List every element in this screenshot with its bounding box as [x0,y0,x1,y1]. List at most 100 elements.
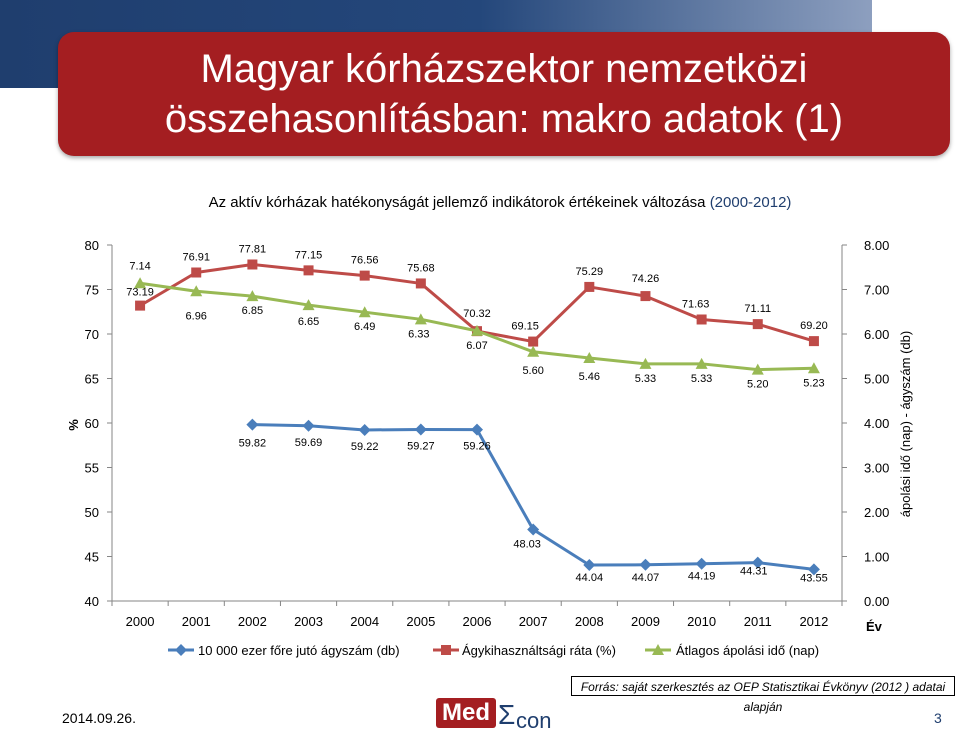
square-series-point [303,265,314,276]
triangle-series-point [583,352,596,364]
right-tick-label: 8.00 [864,238,889,253]
chart-subtitle: Az aktív kórházak hatékonyságát jellemző… [0,194,960,211]
triangle-series-data-label: 7.14 [129,260,150,272]
triangle-series-point [527,345,540,357]
diamond-series-data-label: 59.69 [295,437,323,449]
left-tick-label: 70 [85,327,99,342]
square-series-data-label: 73.19 [126,287,154,299]
square-series-data-label: 71.11 [744,303,771,315]
diamond-series-data-label: 43.55 [800,572,828,584]
square-series-data-label: 69.20 [800,320,828,332]
legend-marker [652,644,664,655]
left-tick-label: 60 [85,416,99,431]
legend-marker [175,644,187,656]
page-number: 3 [934,710,942,726]
left-tick-label: 75 [85,283,99,298]
diamond-series-data-label: 44.04 [576,572,604,584]
left-tick-label: 40 [85,594,99,609]
left-tick-label: 50 [85,505,99,520]
right-tick-label: 0.00 [864,594,889,609]
diamond-series-point [358,423,371,436]
triangle-series-point [358,306,371,318]
square-series-data-label: 69.15 [511,321,539,333]
x-axis-title: Év [866,619,883,634]
square-series-point [808,336,819,347]
medsigmacon-logo: Med Σ con [436,698,556,734]
square-series-data-label: 76.56 [351,255,379,267]
logo-med: Med [436,698,496,728]
x-tick-label: 2006 [463,614,492,629]
line-chart: 80 75 70 65 60 55 50 45 40 8.00 7.00 6.00 5.00 4.00 3.… [66,238,913,658]
square-series-point [191,267,202,278]
right-tick-label: 1.00 [864,550,889,565]
triangle-series-data-label: 5.23 [803,377,824,389]
x-tick-label: 2008 [575,614,604,629]
x-tick-label: 2001 [182,614,211,629]
triangle-series-point [246,290,259,302]
x-tick-label: 2007 [519,614,548,629]
left-tick-label: 65 [85,372,99,387]
triangle-series-point [695,357,708,369]
square-series-data-label: 76.91 [182,252,210,264]
slide-date: 2014.09.26. [62,710,136,726]
left-tick-label: 80 [85,238,99,253]
triangle-series-point [807,362,820,374]
square-series-data-label: 71.63 [682,298,710,310]
diamond-series-point [471,423,483,436]
x-tick-label: 2009 [631,614,660,629]
square-series-point [640,291,651,302]
legend-label: Átlagos ápolási idő (nap) [676,643,819,658]
left-tick-label: 45 [85,550,99,565]
right-axis-title: ápolási idő (nap) - ágyszám (db) [898,331,913,517]
right-tick-label: 5.00 [864,372,889,387]
right-tick-label: 6.00 [864,327,889,342]
triangle-series-point [471,324,483,336]
right-tick-label: 4.00 [864,416,889,431]
legend-label: 10 000 ezer főre jutó ágyszám (db) [198,643,400,658]
right-tick-label: 2.00 [864,505,889,520]
diamond-series-point [807,563,820,576]
x-tick-label: 2004 [350,614,379,629]
triangle-series-data-label: 5.46 [579,371,600,383]
diamond-series-point [751,556,764,569]
diamond-series-point [583,559,596,572]
x-tick-label: 2003 [294,614,323,629]
triangle-series-point [639,357,652,369]
square-series-data-label: 70.32 [463,308,491,320]
diamond-series-point [695,557,708,570]
triangle-series-point [190,285,203,297]
diamond-series-data-label: 59.22 [351,441,379,453]
legend-label: Ágykihasználtsági ráta (%) [462,643,616,658]
square-series-point [528,336,539,347]
x-tick-label: 2000 [126,614,155,629]
diamond-series-point [414,423,427,436]
square-series-point [584,281,595,292]
square-series-point [135,300,146,311]
page-title: Magyar kórházszektor nemzetközi összehas… [164,47,844,141]
logo-con: con [516,708,552,733]
right-tick-label: 3.00 [864,461,889,476]
square-series-point [247,259,258,270]
diamond-series-data-label: 48.03 [513,539,541,551]
diamond-series-point [639,558,652,571]
triangle-series-point [302,299,315,311]
triangle-series-point [751,363,764,375]
square-series-data-label: 75.29 [576,266,604,278]
triangle-series-point [134,277,147,289]
triangle-series-data-label: 6.07 [466,340,487,352]
diamond-series-data-label: 44.19 [688,571,716,583]
x-tick-label: 2011 [744,614,772,629]
left-tick-label: 55 [85,461,99,476]
triangle-series-data-label: 5.60 [522,365,543,377]
logo-sigma: Σ [498,699,516,730]
square-series-data-label: 74.26 [632,273,660,285]
square-series-data-label: 77.81 [239,243,267,255]
square-series-data-label: 77.15 [295,249,323,261]
diamond-series-data-label: 44.31 [740,566,768,578]
triangle-series-data-label: 5.33 [691,373,712,385]
title-banner: Magyar kórházszektor nemzetközi összehas… [58,32,950,156]
triangle-series-data-label: 5.33 [635,373,656,385]
diamond-series-point [302,419,315,432]
triangle-series-data-label: 6.65 [298,316,319,328]
x-tick-label: 2012 [799,614,828,629]
